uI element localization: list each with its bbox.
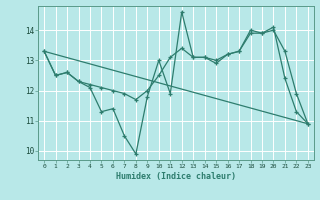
X-axis label: Humidex (Indice chaleur): Humidex (Indice chaleur) — [116, 172, 236, 181]
